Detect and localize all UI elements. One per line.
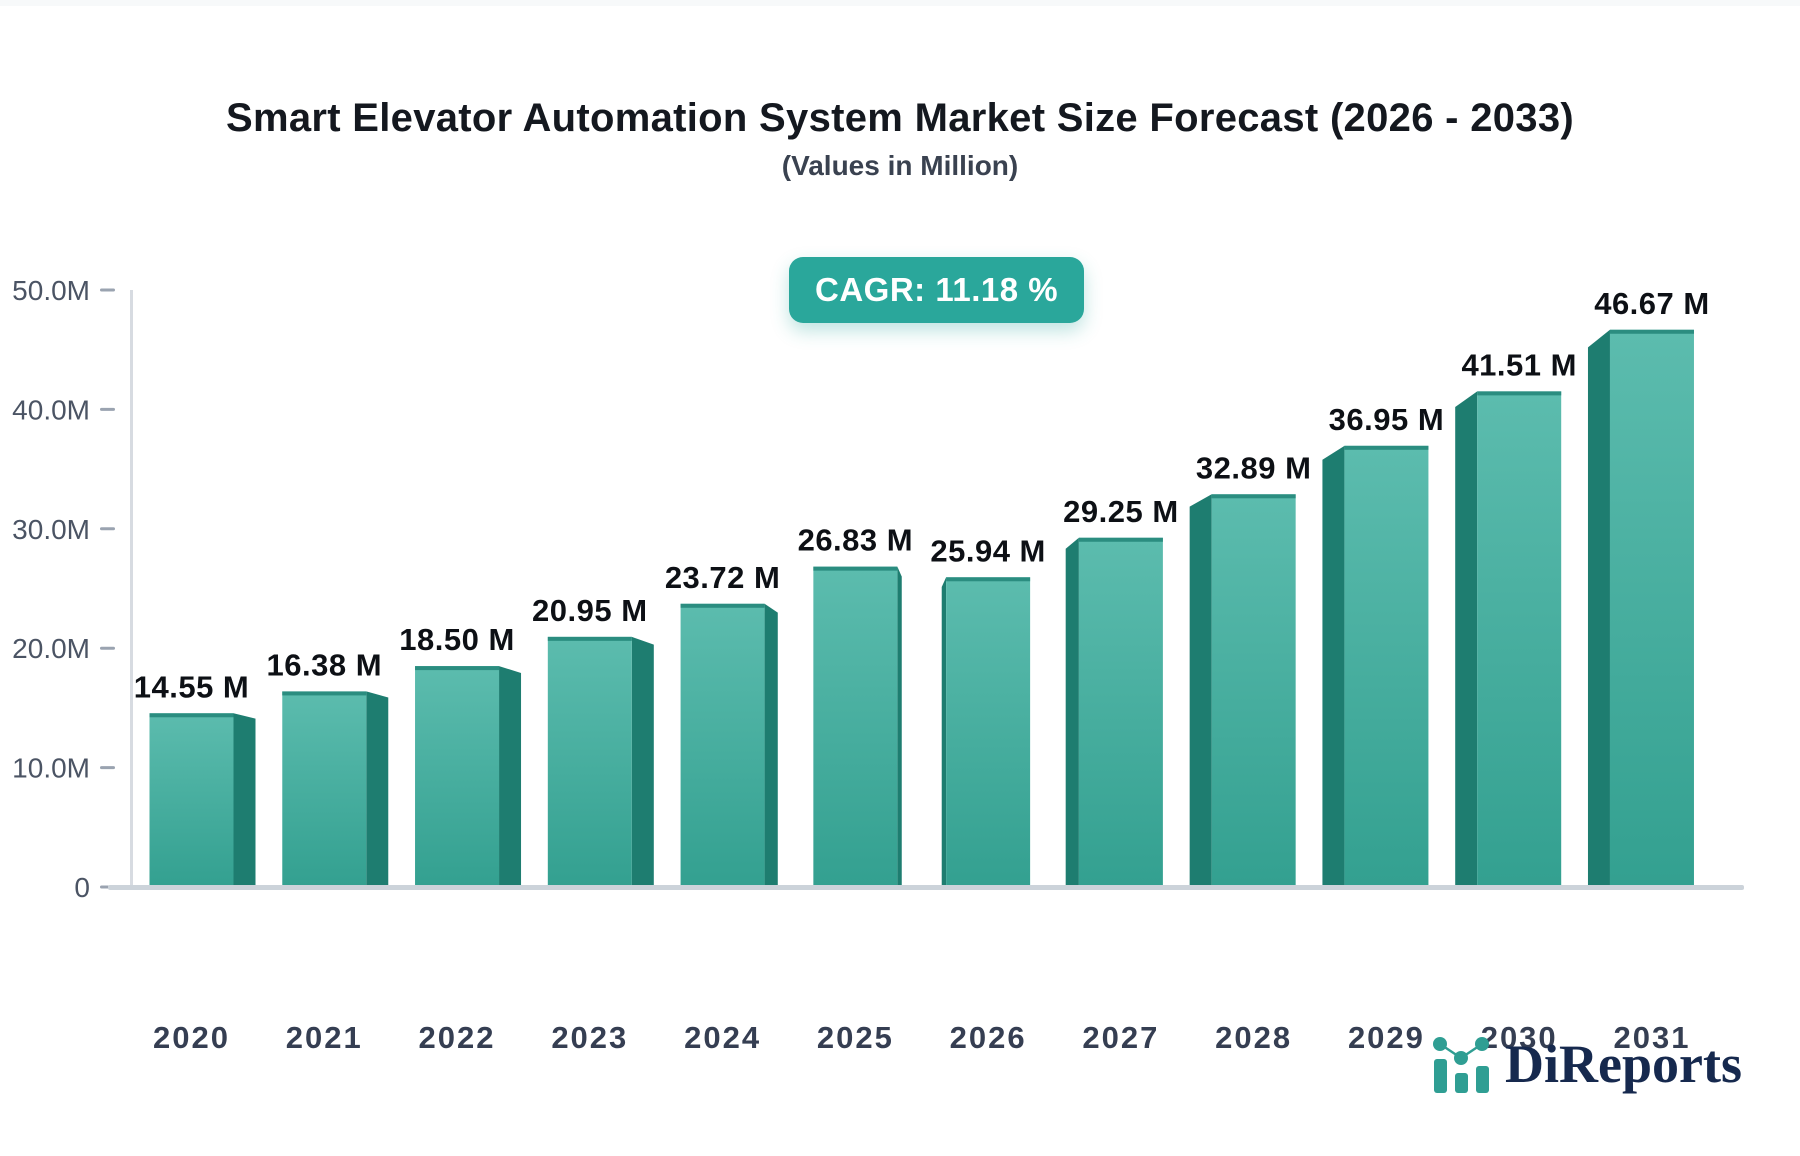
x-tick-label: 2030 [1481,1020,1558,1055]
bar-side-face [1189,494,1212,887]
y-tick-label: 20.0M [12,633,90,664]
bar [1477,391,1562,887]
bar-top-edge [1211,494,1296,499]
y-tick-mark [100,766,115,770]
bar-value-label: 20.95 M [532,593,648,628]
bar-value-label: 46.67 M [1594,286,1710,321]
bar-top-edge [415,666,500,671]
bar-side-face [764,603,778,887]
bar-value-label: 18.50 M [399,622,515,657]
bar-side-face [941,577,947,887]
x-tick-label: 2024 [684,1020,761,1055]
x-tick-label: 2031 [1613,1020,1690,1055]
bar [946,577,1031,887]
bar-value-label: 36.95 M [1329,402,1445,437]
y-axis-line [130,290,133,889]
y-tick-label: 40.0M [12,394,90,425]
cagr-badge: CAGR: 11.18 % [789,257,1085,323]
x-tick-label: 2027 [1082,1020,1159,1055]
y-tick-label: 0 [74,872,90,903]
bar-top-edge [1078,537,1163,542]
bar-side-face [1587,329,1610,887]
bar [282,691,367,887]
bar-side-face [1455,391,1478,887]
direports-logo: DiReports [1431,1032,1742,1096]
x-tick-label: 2022 [419,1020,496,1055]
y-tick-mark [100,527,115,531]
bar-top-edge [680,603,765,608]
x-tick-label: 2020 [153,1020,230,1055]
bar-top-edge [149,713,234,718]
bar [1211,494,1296,887]
bar-side-face [897,566,902,887]
bar [1609,329,1694,887]
y-tick-label: 30.0M [12,514,90,545]
x-tick-label: 2021 [286,1020,363,1055]
bar-top-edge [946,577,1031,582]
bar-value-label: 26.83 M [798,523,914,558]
top-edge-strip [0,0,1800,6]
x-tick-label: 2025 [817,1020,894,1055]
bar-top-edge [1477,391,1562,396]
y-tick-mark [100,407,115,411]
bar [415,666,500,887]
bar-side-face [631,636,654,887]
bar-value-label: 25.94 M [930,533,1046,568]
x-tick-label: 2023 [551,1020,628,1055]
bar [547,636,632,887]
bar-top-edge [547,636,632,641]
x-tick-label: 2026 [950,1020,1027,1055]
logo-text: DiReports [1505,1034,1742,1094]
bar-side-face [366,691,389,887]
bar-side-face [1065,537,1079,887]
y-tick-label: 10.0M [12,753,90,784]
chart-title: Smart Elevator Automation System Market … [225,96,1574,140]
x-tick-label: 2028 [1215,1020,1292,1055]
cagr-badge-label: CAGR: 11.18 % [815,271,1059,308]
bar-value-label: 32.89 M [1196,450,1312,485]
bar [680,603,765,887]
chart-subtitle: (Values in Million) [781,150,1019,181]
bar-top-edge [282,691,367,696]
bar-side-face [1322,445,1345,887]
bar [1344,445,1429,887]
y-tick-label: 50.0M [12,275,90,306]
bar-side-face [499,666,522,887]
bar-side-face [233,713,256,887]
bar [149,713,234,887]
x-axis-line [108,885,1744,890]
bar-top-edge [1344,445,1429,450]
bar [813,566,898,887]
bar-value-label: 23.72 M [665,560,781,595]
bar-top-edge [813,566,898,571]
bar-value-label: 16.38 M [267,647,383,682]
bar [1078,537,1163,887]
mini-bar-chart-icon [1433,1037,1490,1093]
y-tick-mark [100,288,115,292]
y-tick-mark [100,646,115,650]
bar-top-edge [1609,329,1694,334]
bar-value-label: 14.55 M [134,669,250,704]
bar-value-label: 41.51 M [1461,347,1577,382]
bar-value-label: 29.25 M [1063,494,1179,529]
x-tick-label: 2029 [1348,1020,1425,1055]
